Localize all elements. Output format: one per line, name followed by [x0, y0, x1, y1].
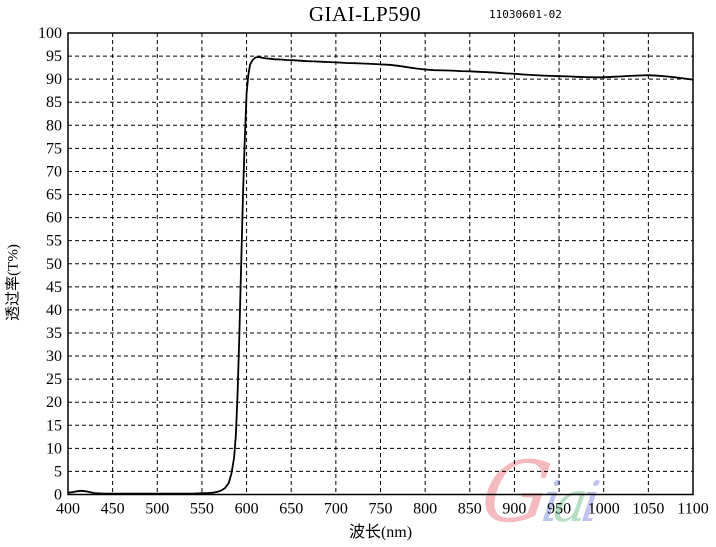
y-tick-label: 75 [46, 140, 62, 157]
y-tick-label: 10 [46, 440, 62, 457]
chart-serial-number: 11030601-02 [489, 8, 562, 21]
y-tick-label: 80 [46, 117, 62, 134]
y-tick-label: 55 [46, 233, 62, 250]
y-tick-label: 0 [54, 487, 62, 504]
y-tick-label: 90 [46, 71, 62, 88]
y-tick-label: 50 [46, 256, 62, 273]
x-axis-title: 波长(nm) [348, 524, 413, 541]
x-tick-label: 700 [324, 501, 348, 518]
x-tick-label: 650 [279, 501, 303, 518]
y-tick-label: 35 [46, 325, 62, 342]
y-tick-label: 70 [46, 163, 62, 180]
y-tick-label: 65 [46, 187, 62, 204]
x-tick-label: 850 [458, 501, 482, 518]
x-tick-label: 900 [502, 501, 526, 518]
y-tick-label: 30 [46, 348, 62, 365]
x-tick-label: 750 [369, 501, 393, 518]
x-tick-label: 550 [190, 501, 214, 518]
y-axis-title: 透过率(T%) [5, 244, 22, 321]
x-tick-label: 600 [235, 501, 259, 518]
y-tick-label: 40 [46, 302, 62, 319]
x-tick-label: 1050 [632, 501, 664, 518]
transmittance-curve [67, 56, 694, 495]
chart-title: GIAI-LP590 [308, 2, 422, 26]
y-tick-label: 95 [46, 48, 62, 65]
y-tick-label: 5 [54, 463, 62, 480]
y-tick-label: 45 [46, 279, 62, 296]
y-tick-label: 60 [46, 210, 62, 227]
x-tick-label: 450 [101, 501, 125, 518]
x-tick-label: 800 [413, 501, 437, 518]
y-tick-label: 85 [46, 94, 62, 111]
x-tick-label: 1100 [677, 501, 708, 518]
x-tick-label: 500 [145, 501, 169, 518]
y-tick-label: 20 [46, 394, 62, 411]
y-tick-label: 15 [46, 417, 62, 434]
y-tick-label: 25 [46, 371, 62, 388]
plot-frame [67, 32, 694, 496]
y-tick-label: 100 [38, 25, 62, 42]
x-tick-label: 400 [56, 501, 80, 518]
x-tick-label: 1000 [588, 501, 620, 518]
x-tick-label: 950 [547, 501, 571, 518]
